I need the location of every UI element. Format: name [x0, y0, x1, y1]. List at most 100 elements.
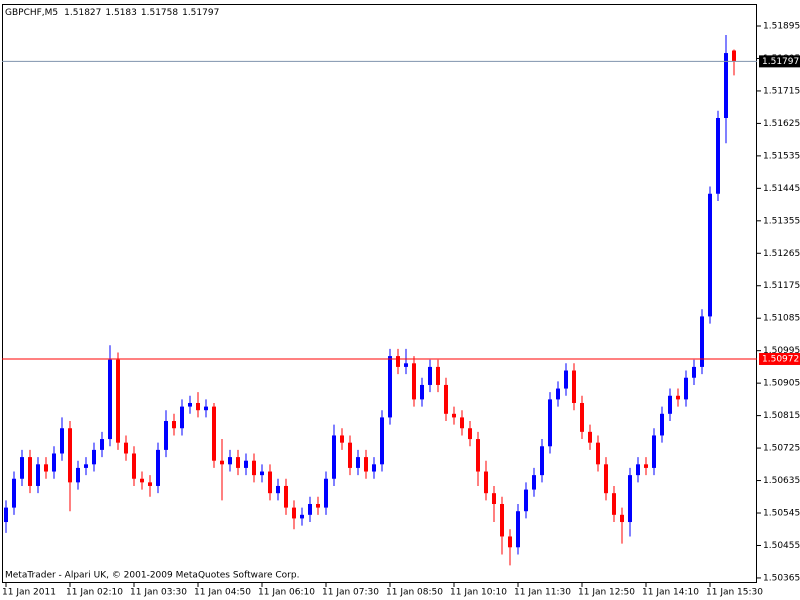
candle-body: [692, 366, 696, 378]
candle-body: [588, 431, 592, 443]
y-tick-label: 1.50455: [763, 541, 800, 551]
candle-body: [420, 384, 424, 400]
candle-body: [252, 460, 256, 476]
candle-body: [628, 475, 632, 523]
price-label-box: [759, 352, 800, 365]
candle-body: [220, 460, 224, 465]
candle-body: [644, 464, 648, 468]
candle-body: [396, 356, 400, 367]
chart-header: GBPCHF,M5 1.51827 1.5183 1.51758 1.51797: [5, 8, 219, 18]
candle-body: [620, 514, 624, 523]
x-tick-label: 11 Jan 11:30: [514, 588, 571, 598]
candle-body: [116, 359, 120, 443]
candle-body: [340, 435, 344, 443]
candle-body: [76, 467, 80, 483]
x-tick-label: 11 Jan 08:50: [386, 588, 443, 598]
candle-body: [404, 363, 408, 367]
candle-body: [436, 366, 440, 385]
candle-body: [700, 316, 704, 367]
candle-body: [516, 511, 520, 548]
price-label: 1.50972: [762, 354, 799, 364]
candle-body: [228, 457, 232, 465]
x-tick-label: 11 Jan 2011: [2, 588, 56, 598]
candle-body: [652, 435, 656, 468]
candle-body: [12, 478, 16, 508]
y-tick-label: 1.51175: [763, 281, 800, 291]
candle-body: [356, 457, 360, 468]
header-close: 1.51797: [182, 8, 219, 18]
plot-frame: [2, 4, 757, 583]
x-tick-label: 11 Jan 15:30: [706, 588, 763, 598]
candle-body: [476, 439, 480, 472]
candle-body: [500, 503, 504, 537]
y-tick-label: 1.50545: [763, 509, 800, 519]
x-tick-label: 11 Jan 12:50: [578, 588, 635, 598]
candle-body: [460, 417, 464, 429]
y-tick-label: 1.51355: [763, 216, 800, 226]
candle-body: [180, 406, 184, 429]
candle-body: [52, 453, 56, 472]
candle-body: [204, 406, 208, 411]
price-label: 1.51797: [762, 57, 799, 67]
candle-body: [668, 395, 672, 414]
candle-body: [260, 471, 264, 476]
candle-body: [604, 464, 608, 494]
x-tick-label: 11 Jan 07:30: [322, 588, 379, 598]
candle-body: [236, 457, 240, 468]
candle-body: [684, 377, 688, 400]
y-tick-label: 1.51265: [763, 249, 800, 259]
candle-body: [348, 442, 352, 468]
x-tick-label: 11 Jan 10:10: [450, 588, 507, 598]
candle-body: [140, 478, 144, 483]
candle-body: [508, 536, 512, 548]
candle-body: [468, 428, 472, 440]
candle-body: [324, 478, 328, 508]
candle-body: [484, 471, 488, 494]
candle-body: [84, 464, 88, 468]
candle-body: [372, 464, 376, 472]
y-tick-label: 1.51625: [763, 119, 800, 129]
candle-body: [36, 464, 40, 486]
candle-body: [28, 457, 32, 486]
x-tick-label: 11 Jan 04:50: [194, 588, 251, 598]
y-tick-label: 1.51535: [763, 151, 800, 161]
symbol: GBPCHF,M5: [5, 8, 58, 18]
candle-body: [164, 421, 168, 450]
x-tick-label: 11 Jan 02:10: [66, 588, 123, 598]
candle-body: [548, 399, 552, 447]
candle-body: [300, 514, 304, 519]
y-tick-label: 1.51445: [763, 184, 800, 194]
candle-body: [108, 359, 112, 440]
x-tick-label: 11 Jan 14:10: [642, 588, 699, 598]
candle-body: [172, 421, 176, 429]
candle-body: [68, 428, 72, 483]
header-open: 1.51827: [64, 8, 101, 18]
candle-body: [60, 428, 64, 454]
candle-body: [660, 413, 664, 436]
candle-body: [156, 449, 160, 486]
candle-body: [428, 366, 432, 385]
candle-body: [412, 363, 416, 400]
candle-body: [492, 493, 496, 504]
candle-body: [708, 193, 712, 317]
candle-body: [212, 406, 216, 461]
candle-body: [564, 370, 568, 389]
candle-body: [20, 457, 24, 479]
candle-body: [732, 50, 736, 62]
candle-body: [532, 475, 536, 490]
candle-body: [364, 457, 368, 472]
candle-body: [556, 388, 560, 400]
candle-body: [124, 442, 128, 454]
header-low: 1.51758: [141, 8, 178, 18]
y-tick-label: 1.50635: [763, 476, 800, 486]
candle-body: [332, 435, 336, 479]
candle-body: [452, 413, 456, 418]
y-tick-label: 1.50815: [763, 411, 800, 421]
candle-body: [292, 507, 296, 519]
candle-body: [244, 460, 248, 468]
y-tick-label: 1.50995: [763, 346, 800, 356]
candle-body: [148, 482, 152, 486]
candle-body: [612, 493, 616, 515]
